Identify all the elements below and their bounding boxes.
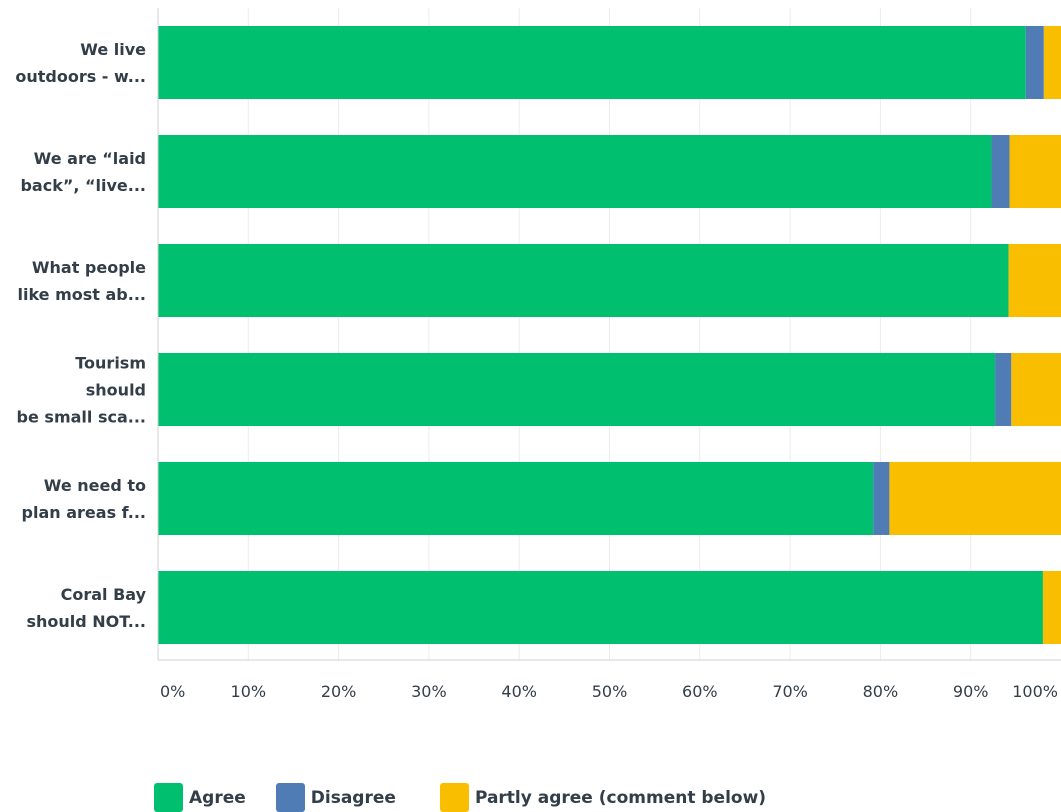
category-label: What people like most ab... [18,258,147,304]
category-label-line: outdoors - w... [15,67,146,86]
bar-segment-disagree [873,462,890,535]
x-tick-label: 80% [863,682,899,701]
bars [158,26,1061,644]
legend: Agree Disagree Partly agree (comment bel… [154,783,796,812]
category-label-line: Tourism [75,354,146,373]
category-label-line: back”, “live... [20,176,146,195]
bar-segment-partly-agree-comment-below [1042,571,1061,644]
x-tick-label: 50% [592,682,628,701]
bar-segment-partly-agree-comment-below [889,462,1061,535]
legend-label-disagree: Disagree [310,787,396,808]
x-tick-label: 20% [321,682,357,701]
bar-segment-disagree [991,135,1010,208]
x-tick-label: 0% [160,682,185,701]
category-label-line: should NOT... [26,612,146,631]
legend-item-partly-agree: Partly agree (comment below) [439,783,767,812]
legend-item-disagree: Disagree [275,783,396,812]
x-tick-label: 10% [231,682,267,701]
bar-segment-partly-agree-comment-below [1008,244,1061,317]
category-label-line: We are “laid [34,149,146,168]
bar-segment-disagree [1025,26,1044,99]
category-labels: We live outdoors - w... We are “laid back”,… [15,40,146,631]
x-tick-label: 100% [1012,682,1058,701]
x-tick-label: 60% [682,682,718,701]
x-tick-label: 90% [953,682,989,701]
category-label-line: plan areas f... [22,503,146,522]
category-label: We live outdoors - w... [15,40,146,86]
x-tick-label: 30% [411,682,447,701]
category-label-line: Coral Bay [61,585,147,604]
gridlines [247,8,972,660]
bar-segment-agree [158,26,1026,99]
bar-segment-disagree [995,353,1012,426]
bar-segment-agree [158,244,1009,317]
category-label: Coral Bay should NOT... [26,585,146,631]
legend-swatch-disagree [275,783,305,812]
bar-segment-agree [158,135,992,208]
category-label-line: be small sca... [17,408,146,427]
category-label-line: should [86,381,146,400]
category-label-line: We live [80,40,146,59]
legend-label-agree: Agree [189,787,246,808]
legend-swatch-agree [154,783,183,812]
axes [157,8,1061,661]
category-label: We need to plan areas f... [22,476,146,522]
legend-swatch-partly-agree [439,783,469,812]
category-label-line: We need to [44,476,146,495]
category-label-line: like most ab... [18,285,147,304]
bar-segment-agree [158,353,996,426]
x-tick-label: 40% [501,682,537,701]
category-label: Tourism should be small sca... [17,354,146,427]
category-label: We are “laid back”, “live... [20,149,146,195]
category-label-line: What people [32,258,146,277]
bar-segment-agree [158,462,874,535]
legend-item-agree: Agree [154,783,246,812]
bar-segment-partly-agree-comment-below [1043,26,1061,99]
bar-segment-agree [158,571,1043,644]
x-tick-labels: 0% 10% 20% 30% 40% 50% 60% 70% 80% 90% 100% [160,682,1058,701]
bar-segment-partly-agree-comment-below [1011,353,1061,426]
bar-segment-partly-agree-comment-below [1009,135,1061,208]
x-tick-label: 70% [772,682,808,701]
legend-label-partly-agree: Partly agree (comment below) [474,787,767,808]
